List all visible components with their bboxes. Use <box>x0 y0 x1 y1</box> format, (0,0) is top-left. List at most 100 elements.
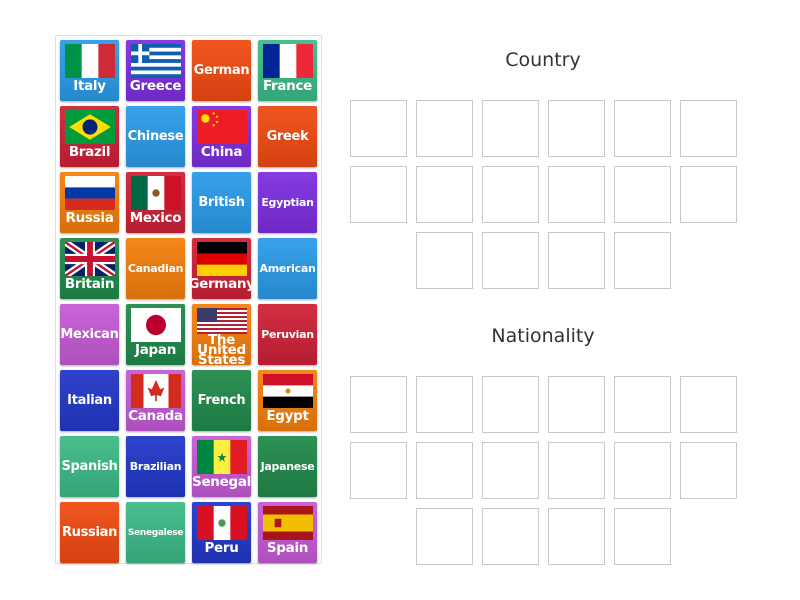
nationality-drop-slot[interactable] <box>350 376 407 433</box>
country-drop-slot[interactable] <box>548 232 605 289</box>
tile-chinese[interactable]: Chinese <box>126 106 185 167</box>
flag-mexico-icon <box>130 176 181 210</box>
tile-label: Italian <box>67 392 112 408</box>
country-drop-slot[interactable] <box>416 100 473 157</box>
tile-russian[interactable]: Russian <box>60 502 119 563</box>
tile-mexico[interactable]: Mexico <box>126 172 185 233</box>
nationality-drop-slot[interactable] <box>416 442 473 499</box>
tile-label: Egypt <box>266 408 309 424</box>
tile-german[interactable]: German <box>192 40 251 101</box>
tile-american[interactable]: American <box>258 238 317 299</box>
nationality-drop-slot[interactable] <box>614 508 671 565</box>
flag-france-icon <box>262 44 313 78</box>
country-drop-slot[interactable] <box>482 232 539 289</box>
tile-japan[interactable]: Japan <box>126 304 185 365</box>
tile-label: Russian <box>61 524 118 540</box>
tile-label: Mexico <box>129 210 182 226</box>
nationality-drop-slot[interactable] <box>548 508 605 565</box>
country-drop-slot[interactable] <box>680 166 737 223</box>
country-drop-slot[interactable] <box>416 166 473 223</box>
tile-germany[interactable]: Germany <box>188 238 255 299</box>
nationality-drop-slot[interactable] <box>548 376 605 433</box>
tile-label: Mexican <box>60 326 119 342</box>
tile-label: Greek <box>266 128 309 144</box>
tile-the-united-states[interactable]: The United States <box>192 304 251 367</box>
tile-french[interactable]: French <box>192 370 251 431</box>
tile-russia[interactable]: Russia <box>60 172 119 233</box>
tile-brazilian[interactable]: Brazilian <box>126 436 185 497</box>
flag-brazil-icon <box>64 110 115 144</box>
tile-label: Greece <box>129 78 182 94</box>
nationality-drop-slot[interactable] <box>350 442 407 499</box>
tile-label: Canada <box>128 408 183 424</box>
country-drop-slot[interactable] <box>614 100 671 157</box>
tile-greek[interactable]: Greek <box>258 106 317 167</box>
country-drop-slot[interactable] <box>614 166 671 223</box>
country-drop-slot[interactable] <box>350 166 407 223</box>
tile-senegalese[interactable]: Senegalese <box>126 502 185 563</box>
flag-uk-icon <box>64 242 115 276</box>
tile-label: Spanish <box>61 458 118 474</box>
tile-peruvian[interactable]: Peruvian <box>258 304 317 365</box>
nationality-drop-slot[interactable] <box>614 442 671 499</box>
tile-label: Senegal <box>192 474 251 490</box>
nationality-drop-slot[interactable] <box>416 508 473 565</box>
flag-germany-icon <box>196 242 247 276</box>
flag-egypt-icon <box>262 374 313 408</box>
tile-label: Brazilian <box>129 459 182 473</box>
nationality-drop-slot[interactable] <box>680 376 737 433</box>
tile-canadian[interactable]: Canadian <box>126 238 185 299</box>
group-title-nationality: Nationality <box>491 325 595 347</box>
tile-egypt[interactable]: Egypt <box>258 370 317 431</box>
tile-mexican[interactable]: Mexican <box>60 304 119 365</box>
country-drop-slot[interactable] <box>482 166 539 223</box>
country-drop-slot[interactable] <box>482 100 539 157</box>
nationality-drop-slot[interactable] <box>416 376 473 433</box>
country-drop-slot[interactable] <box>350 100 407 157</box>
tile-label: American <box>259 261 316 275</box>
flag-greece-icon <box>130 44 181 78</box>
tile-canada[interactable]: Canada <box>126 370 185 431</box>
flag-canada-icon <box>130 374 181 408</box>
tile-china[interactable]: China <box>192 106 251 167</box>
tile-label: Senegalese <box>127 527 184 538</box>
nationality-drop-slot[interactable] <box>482 442 539 499</box>
tile-label: German <box>193 62 250 78</box>
tile-label: Britain <box>64 276 115 292</box>
tile-britain[interactable]: Britain <box>60 238 119 299</box>
tile-greece[interactable]: Greece <box>126 40 185 101</box>
nationality-drop-slot[interactable] <box>482 508 539 565</box>
country-drop-slot[interactable] <box>548 166 605 223</box>
country-drop-slot[interactable] <box>614 232 671 289</box>
country-drop-slot[interactable] <box>548 100 605 157</box>
tile-british[interactable]: British <box>192 172 251 233</box>
tile-label: Peru <box>204 540 239 556</box>
flag-peru-icon <box>196 506 247 540</box>
tile-japanese[interactable]: Japanese <box>258 436 317 497</box>
country-drop-slot[interactable] <box>416 232 473 289</box>
country-drop-slot[interactable] <box>680 100 737 157</box>
tile-france[interactable]: France <box>258 40 317 101</box>
tile-label: Brazil <box>68 144 111 160</box>
tile-italy[interactable]: Italy <box>60 40 119 101</box>
tile-label: China <box>200 144 243 160</box>
nationality-drop-slot[interactable] <box>548 442 605 499</box>
tile-egyptian[interactable]: Egyptian <box>258 172 317 233</box>
tile-peru[interactable]: Peru <box>192 502 251 563</box>
tile-label: Russia <box>65 210 114 226</box>
group-title-country: Country <box>505 49 581 71</box>
nationality-drop-slot[interactable] <box>680 442 737 499</box>
tile-label: Canadian <box>127 261 184 275</box>
nationality-drop-slot[interactable] <box>614 376 671 433</box>
tile-brazil[interactable]: Brazil <box>60 106 119 167</box>
tile-senegal[interactable]: Senegal <box>192 436 251 497</box>
tile-italian[interactable]: Italian <box>60 370 119 431</box>
tile-spain[interactable]: Spain <box>258 502 317 563</box>
tile-label: Peruvian <box>261 327 314 341</box>
nationality-drop-slot[interactable] <box>482 376 539 433</box>
word-bank: Italy Greece German France Brazil Chinese Chin… <box>55 35 322 564</box>
tile-label: Italy <box>73 78 106 94</box>
tile-spanish[interactable]: Spanish <box>60 436 119 497</box>
tile-label: British <box>198 194 245 210</box>
tile-label: Germany <box>188 276 255 292</box>
